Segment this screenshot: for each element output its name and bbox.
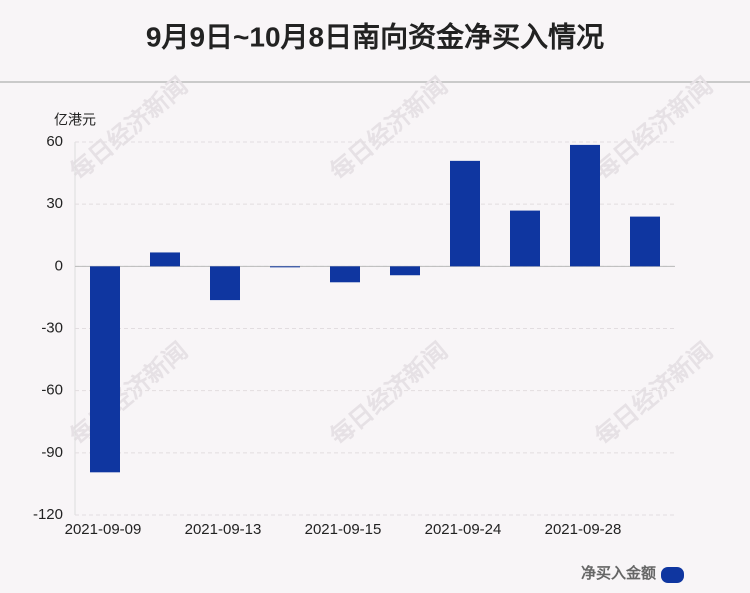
y-axis-label: 亿港元 [54, 112, 96, 128]
bar [510, 210, 540, 267]
y-tick-label: 0 [55, 257, 63, 274]
bar [630, 216, 660, 267]
bar [570, 144, 600, 267]
bar [210, 266, 240, 301]
legend-label: 净买入金额 [581, 564, 656, 582]
y-tick-label: -60 [41, 382, 63, 399]
y-tick-label: -120 [33, 506, 63, 523]
y-tick-label: -90 [41, 444, 63, 461]
y-tick-label: -30 [41, 319, 63, 336]
bar [330, 266, 360, 283]
x-tick-label: 2021-09-28 [545, 521, 622, 538]
x-tick-label: 2021-09-24 [425, 521, 502, 538]
x-tick-label: 2021-09-13 [185, 521, 262, 538]
bar [450, 160, 480, 267]
bar [390, 266, 420, 276]
bar [270, 266, 300, 268]
legend-swatch [661, 567, 684, 583]
x-tick-label: 2021-09-15 [305, 521, 382, 538]
y-tick-label: 60 [46, 133, 63, 150]
chart-title: 9月9日~10月8日南向资金净买入情况 [146, 20, 604, 52]
x-tick-label: 2021-09-09 [65, 521, 142, 538]
y-tick-label: 30 [46, 195, 63, 212]
bar [150, 252, 180, 267]
bar [90, 266, 120, 473]
